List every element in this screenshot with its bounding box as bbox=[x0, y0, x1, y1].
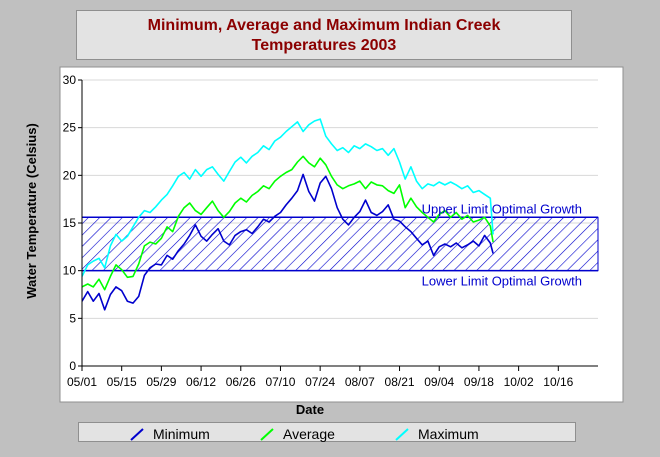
y-tick-label: 0 bbox=[69, 359, 76, 373]
x-tick-label: 08/07 bbox=[345, 375, 375, 389]
series-line-minimum bbox=[82, 173, 494, 311]
optimal-band-hatch bbox=[81, 216, 599, 272]
x-tick-label: 07/10 bbox=[265, 375, 295, 389]
x-tick-label: 10/02 bbox=[504, 375, 534, 389]
y-tick-label: 20 bbox=[63, 168, 77, 182]
y-tick-label: 5 bbox=[69, 311, 76, 325]
y-axis-title: Water Temperature (Celsius) bbox=[24, 123, 39, 299]
chart-title-line-1: Minimum, Average and Maximum Indian Cree… bbox=[147, 17, 501, 34]
optimal-growth-band bbox=[81, 216, 599, 272]
chart-canvas: 0 5 10 15 20 25 30 05/01 05/15 05/29 06/12 06/26 07/… bbox=[24, 66, 624, 417]
band-annotations: Upper Limit Optimal Growth Lower Limit Op… bbox=[422, 201, 582, 288]
legend-swatch-average bbox=[260, 428, 274, 442]
y-tick-label: 15 bbox=[63, 216, 77, 230]
y-tick-label: 25 bbox=[63, 121, 77, 135]
x-tick-label: 09/04 bbox=[424, 375, 454, 389]
x-tick-label: 06/26 bbox=[226, 375, 256, 389]
x-tick-label: 08/21 bbox=[385, 375, 415, 389]
x-tick-label: 10/16 bbox=[543, 375, 573, 389]
x-tick-label: 05/15 bbox=[107, 375, 137, 389]
lower-limit-label: Lower Limit Optimal Growth bbox=[422, 274, 582, 289]
y-tick-label: 30 bbox=[63, 73, 77, 87]
y-tick-label: 10 bbox=[63, 264, 77, 278]
legend-label-average: Average bbox=[283, 426, 335, 443]
legend-item-minimum: Minimum bbox=[129, 424, 210, 442]
series-line-maximum bbox=[82, 118, 494, 277]
legend-label-maximum: Maximum bbox=[418, 426, 479, 443]
legend-label-minimum: Minimum bbox=[153, 426, 210, 443]
legend: Minimum Average Maximum bbox=[78, 422, 576, 442]
series-lines bbox=[82, 118, 494, 311]
legend-swatch-minimum bbox=[130, 428, 144, 442]
legend-item-average: Average bbox=[259, 424, 335, 442]
series-line-average bbox=[82, 155, 494, 291]
upper-limit-label: Upper Limit Optimal Growth bbox=[422, 201, 582, 216]
x-tick-label: 09/18 bbox=[464, 375, 494, 389]
legend-swatch-maximum bbox=[395, 428, 409, 442]
x-axis-title: Date bbox=[296, 402, 324, 417]
axes: 0 5 10 15 20 25 30 05/01 05/15 05/29 06/12 06/26 07/… bbox=[63, 73, 598, 389]
legend-item-maximum: Maximum bbox=[394, 424, 479, 442]
x-tick-label: 05/01 bbox=[67, 375, 97, 389]
chart-title-line-2: Temperatures 2003 bbox=[251, 37, 397, 54]
x-tick-label: 05/29 bbox=[146, 375, 176, 389]
x-tick-label: 07/24 bbox=[305, 375, 335, 389]
chart-title: Minimum, Average and Maximum Indian Cree… bbox=[76, 10, 572, 60]
x-tick-label: 06/12 bbox=[186, 375, 216, 389]
